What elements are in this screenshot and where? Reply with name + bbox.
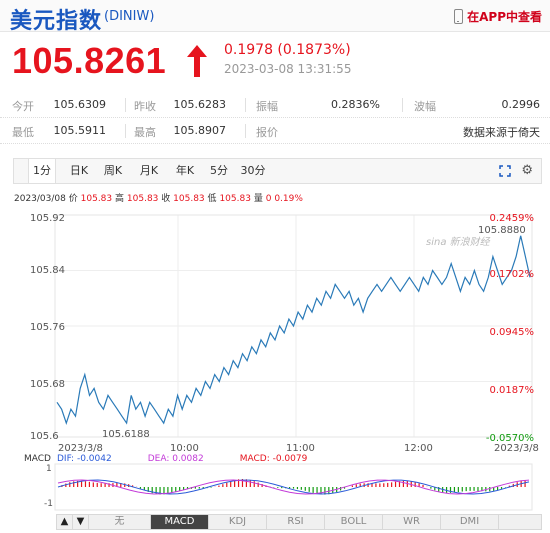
info-label: 低: [207, 194, 217, 204]
phone-icon: [454, 9, 464, 24]
info-label: 价: [68, 194, 78, 204]
open-in-app-label: 在APP中查看: [467, 10, 542, 24]
next-arrow-icon[interactable]: ▼: [73, 515, 89, 529]
stat-label: 最低: [12, 126, 34, 139]
x-tick-label: 2023/3/8: [494, 443, 539, 454]
info-date: 2023/03/08: [14, 194, 66, 204]
header-bar: 美元指数 (DINIW) 在APP中查看: [0, 0, 550, 34]
divider: [245, 98, 246, 112]
pct-tick-label: 0.1702%: [489, 269, 535, 280]
sina-watermark: sina 新浪财经: [426, 237, 490, 248]
divider: [402, 98, 403, 112]
stats-row: 今开 105.6309 昨收 105.6283 振幅 0.2836% 波幅 0.…: [0, 92, 550, 118]
macd-y-tick: 1: [46, 464, 52, 474]
plot-border: [54, 214, 533, 438]
x-tick-label: 2023/3/8: [58, 443, 103, 454]
stat-value: 0.2836%: [331, 98, 380, 111]
x-tick-label: 10:00: [170, 443, 199, 454]
stat-value: 0.2996: [501, 98, 541, 111]
y-tick-label: 105.84: [30, 265, 65, 276]
max-annotation: 105.8880: [478, 225, 526, 236]
current-price: 105.8261: [12, 40, 167, 81]
macd-y-tick: -1: [44, 499, 53, 509]
macd-legend: MACD DIF: -0.0042 DEA: 0.0082 MACD: -0.0079: [24, 454, 308, 464]
pct-tick-label: 0.0187%: [489, 385, 535, 396]
stat-label: 最高: [134, 126, 156, 139]
x-tick-label: 11:00: [286, 443, 315, 454]
data-source: 数据来源于倚天: [463, 126, 540, 139]
indicator-boll[interactable]: BOLL: [325, 515, 383, 529]
indicator-tabs: ▲ ▼ 无 MACD KDJ RSI BOLL WR DMI: [56, 514, 542, 530]
price-change: 0.1978 (0.1873%): [224, 42, 351, 58]
stat-value: 105.5911: [53, 124, 107, 137]
min-annotation: 105.6188: [102, 429, 150, 440]
stat-label: 振幅: [256, 100, 278, 113]
tab-yearly-k[interactable]: 年K: [175, 164, 195, 177]
stat-value: 105.6309: [53, 98, 107, 111]
tab-5min[interactable]: 5分: [210, 164, 228, 177]
indicator-kdj[interactable]: KDJ: [209, 515, 267, 529]
stat-label: 波幅: [414, 100, 436, 113]
info-label: 收: [161, 194, 171, 204]
prev-arrow-icon[interactable]: ▲: [57, 515, 73, 529]
symbol-code: (DINIW): [104, 9, 155, 24]
tab-monthly-k[interactable]: 月K: [139, 164, 159, 177]
stat-value: 105.8907: [173, 124, 227, 137]
pct-tick-label: -0.0570%: [485, 433, 534, 444]
open-in-app-link[interactable]: 在APP中查看: [454, 8, 542, 25]
price-chart-svg: [54, 214, 533, 438]
info-value: 105.83: [126, 194, 159, 204]
macd-chart-svg: [54, 463, 533, 511]
tab-30min[interactable]: 30分: [240, 164, 266, 177]
crosshair-info: 2023/03/08 价 105.83 高 105.83 收 105.83 低 …: [14, 191, 303, 204]
x-tick-label: 12:00: [404, 443, 433, 454]
indicator-none[interactable]: 无: [89, 515, 151, 529]
divider: [125, 98, 126, 112]
arrow-up-icon: [187, 45, 207, 77]
stats-panel: 今开 105.6309 昨收 105.6283 振幅 0.2836% 波幅 0.…: [0, 92, 550, 148]
indicator-rsi[interactable]: RSI: [267, 515, 325, 529]
info-label: 量: [253, 194, 263, 204]
intraday-chart[interactable]: 105.92 105.84 105.76 105.68 105.6 0.2459…: [0, 205, 550, 455]
info-value: 105.83: [219, 194, 251, 204]
y-tick-label: 105.92: [30, 213, 65, 224]
stat-label: 报价: [256, 126, 278, 139]
indicator-wr[interactable]: WR: [383, 515, 441, 529]
indicator-dmi[interactable]: DMI: [441, 515, 499, 529]
tab-weekly-k[interactable]: 周K: [103, 164, 123, 177]
macd-dif: -0.0042: [76, 454, 112, 464]
info-label: 高: [115, 194, 125, 204]
divider: [125, 124, 126, 138]
info-value: 0: [265, 194, 272, 204]
page-title: 美元指数: [10, 9, 103, 34]
pct-tick-label: 0.0945%: [489, 327, 535, 338]
fullscreen-icon[interactable]: [499, 165, 511, 177]
stat-value: 105.6283: [173, 98, 227, 111]
info-value: 105.83: [173, 194, 205, 204]
macd-value: -0.0079: [272, 454, 308, 464]
pct-tick-label: 0.2459%: [489, 213, 535, 224]
stats-row: 最低 105.5911 最高 105.8907 报价 数据来源于倚天: [0, 118, 550, 144]
macd-dea-line: [57, 479, 530, 495]
info-value: 105.83: [80, 194, 113, 204]
y-tick-label: 105.68: [30, 379, 65, 390]
stat-label: 昨收: [134, 100, 156, 113]
quote-datetime: 2023-03-08 13:31:55: [224, 62, 352, 76]
price-line: [56, 235, 531, 425]
divider: [245, 124, 246, 138]
macd-dea: 0.0082: [172, 454, 204, 464]
gear-icon[interactable]: ⚙: [521, 163, 533, 178]
macd-border: [54, 463, 533, 511]
macd-dif-line: [57, 479, 530, 495]
indicator-macd[interactable]: MACD: [151, 515, 209, 529]
y-tick-label: 105.76: [30, 322, 65, 333]
info-pct: 0.19%: [274, 194, 303, 204]
macd-title: MACD: [24, 454, 51, 464]
tab-1min[interactable]: 1分: [28, 159, 56, 183]
y-tick-label: 105.6: [30, 431, 59, 442]
stat-label: 今开: [12, 100, 34, 113]
period-tabs: 1分 日K 周K 月K 年K 5分 30分 ⚙: [13, 158, 542, 184]
tab-daily-k[interactable]: 日K: [69, 164, 89, 177]
